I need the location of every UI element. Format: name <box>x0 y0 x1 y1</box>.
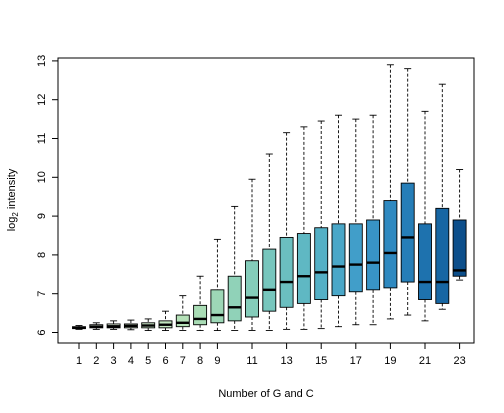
box-5 <box>141 318 156 332</box>
x-tick-label: 4 <box>128 355 134 367</box>
y-tick-label: 11 <box>36 133 48 144</box>
x-tick-label: 19 <box>384 355 396 367</box>
box-12 <box>262 153 277 332</box>
x-tick-label: 1 <box>76 355 82 367</box>
iqr-box <box>175 314 190 328</box>
box-16 <box>331 114 346 328</box>
box-3 <box>106 320 121 330</box>
iqr-box <box>227 275 242 322</box>
iqr-box <box>193 304 208 326</box>
x-tick-label: 21 <box>419 355 431 367</box>
y-axis: 6 7 8 9 10 11 12 13 <box>36 55 58 336</box>
box-23 <box>452 169 467 281</box>
y-axis-title-main: log <box>6 217 18 232</box>
box-14 <box>296 126 311 330</box>
x-axis-title: Number of G and C <box>218 388 313 400</box>
box-6 <box>158 310 173 332</box>
x-tick-label: 13 <box>280 355 292 367</box>
y-axis-title-subscript: 2 <box>11 212 20 217</box>
box-13 <box>279 132 294 330</box>
y-tick-label: 10 <box>36 171 48 183</box>
y-axis-title-suffix: intensity <box>6 168 18 212</box>
box-9 <box>210 238 225 332</box>
iqr-box <box>400 182 415 283</box>
x-tick-label: 2 <box>93 355 99 367</box>
box-1 <box>72 325 86 330</box>
y-tick-label: 6 <box>36 329 48 335</box>
iqr-box <box>435 207 450 304</box>
y-tick-label: 13 <box>36 55 48 67</box>
y-tick-label: 7 <box>36 291 48 297</box>
iqr-box <box>262 248 277 312</box>
y-tick-label: 9 <box>36 213 48 219</box>
box-10 <box>227 205 242 332</box>
iqr-box <box>245 260 259 318</box>
box-19 <box>383 64 398 320</box>
x-tick-label: 7 <box>180 355 186 367</box>
x-tick-label: 23 <box>453 355 465 367</box>
box-8 <box>193 275 208 332</box>
iqr-box <box>452 219 467 277</box>
box-4 <box>123 319 138 331</box>
box-11 <box>245 178 259 332</box>
box-2 <box>89 322 104 330</box>
box-22 <box>435 83 450 310</box>
box-18 <box>366 114 381 326</box>
iqr-box <box>210 289 225 324</box>
iqr-box <box>383 200 398 289</box>
y-tick-label: 8 <box>36 252 48 258</box>
iqr-box <box>366 219 381 291</box>
x-tick-label: 5 <box>145 355 151 367</box>
box-15 <box>314 120 329 330</box>
box-17 <box>348 118 363 326</box>
box-7 <box>175 295 190 332</box>
x-tick-label: 9 <box>214 355 220 367</box>
x-tick-label: 11 <box>246 355 257 367</box>
box-21 <box>418 110 432 322</box>
iqr-box <box>331 223 346 297</box>
x-tick-label: 3 <box>111 355 117 367</box>
boxes-group <box>72 64 467 332</box>
iqr-box <box>296 233 311 304</box>
x-axis: 1 2 3 4 5 6 7 8 9 11 13 15 17 19 21 23 <box>76 343 466 367</box>
x-tick-label: 6 <box>162 355 168 367</box>
x-tick-label: 8 <box>197 355 203 367</box>
iqr-box <box>279 236 294 308</box>
iqr-box <box>418 223 432 300</box>
box-20 <box>400 68 415 316</box>
iqr-box <box>348 223 363 293</box>
y-tick-label: 12 <box>36 94 48 106</box>
iqr-box <box>314 227 329 300</box>
x-tick-label: 15 <box>315 355 327 367</box>
y-axis-title: log2 intensity <box>6 168 20 231</box>
x-tick-label: 17 <box>350 355 362 367</box>
plot-frame <box>57 57 475 344</box>
